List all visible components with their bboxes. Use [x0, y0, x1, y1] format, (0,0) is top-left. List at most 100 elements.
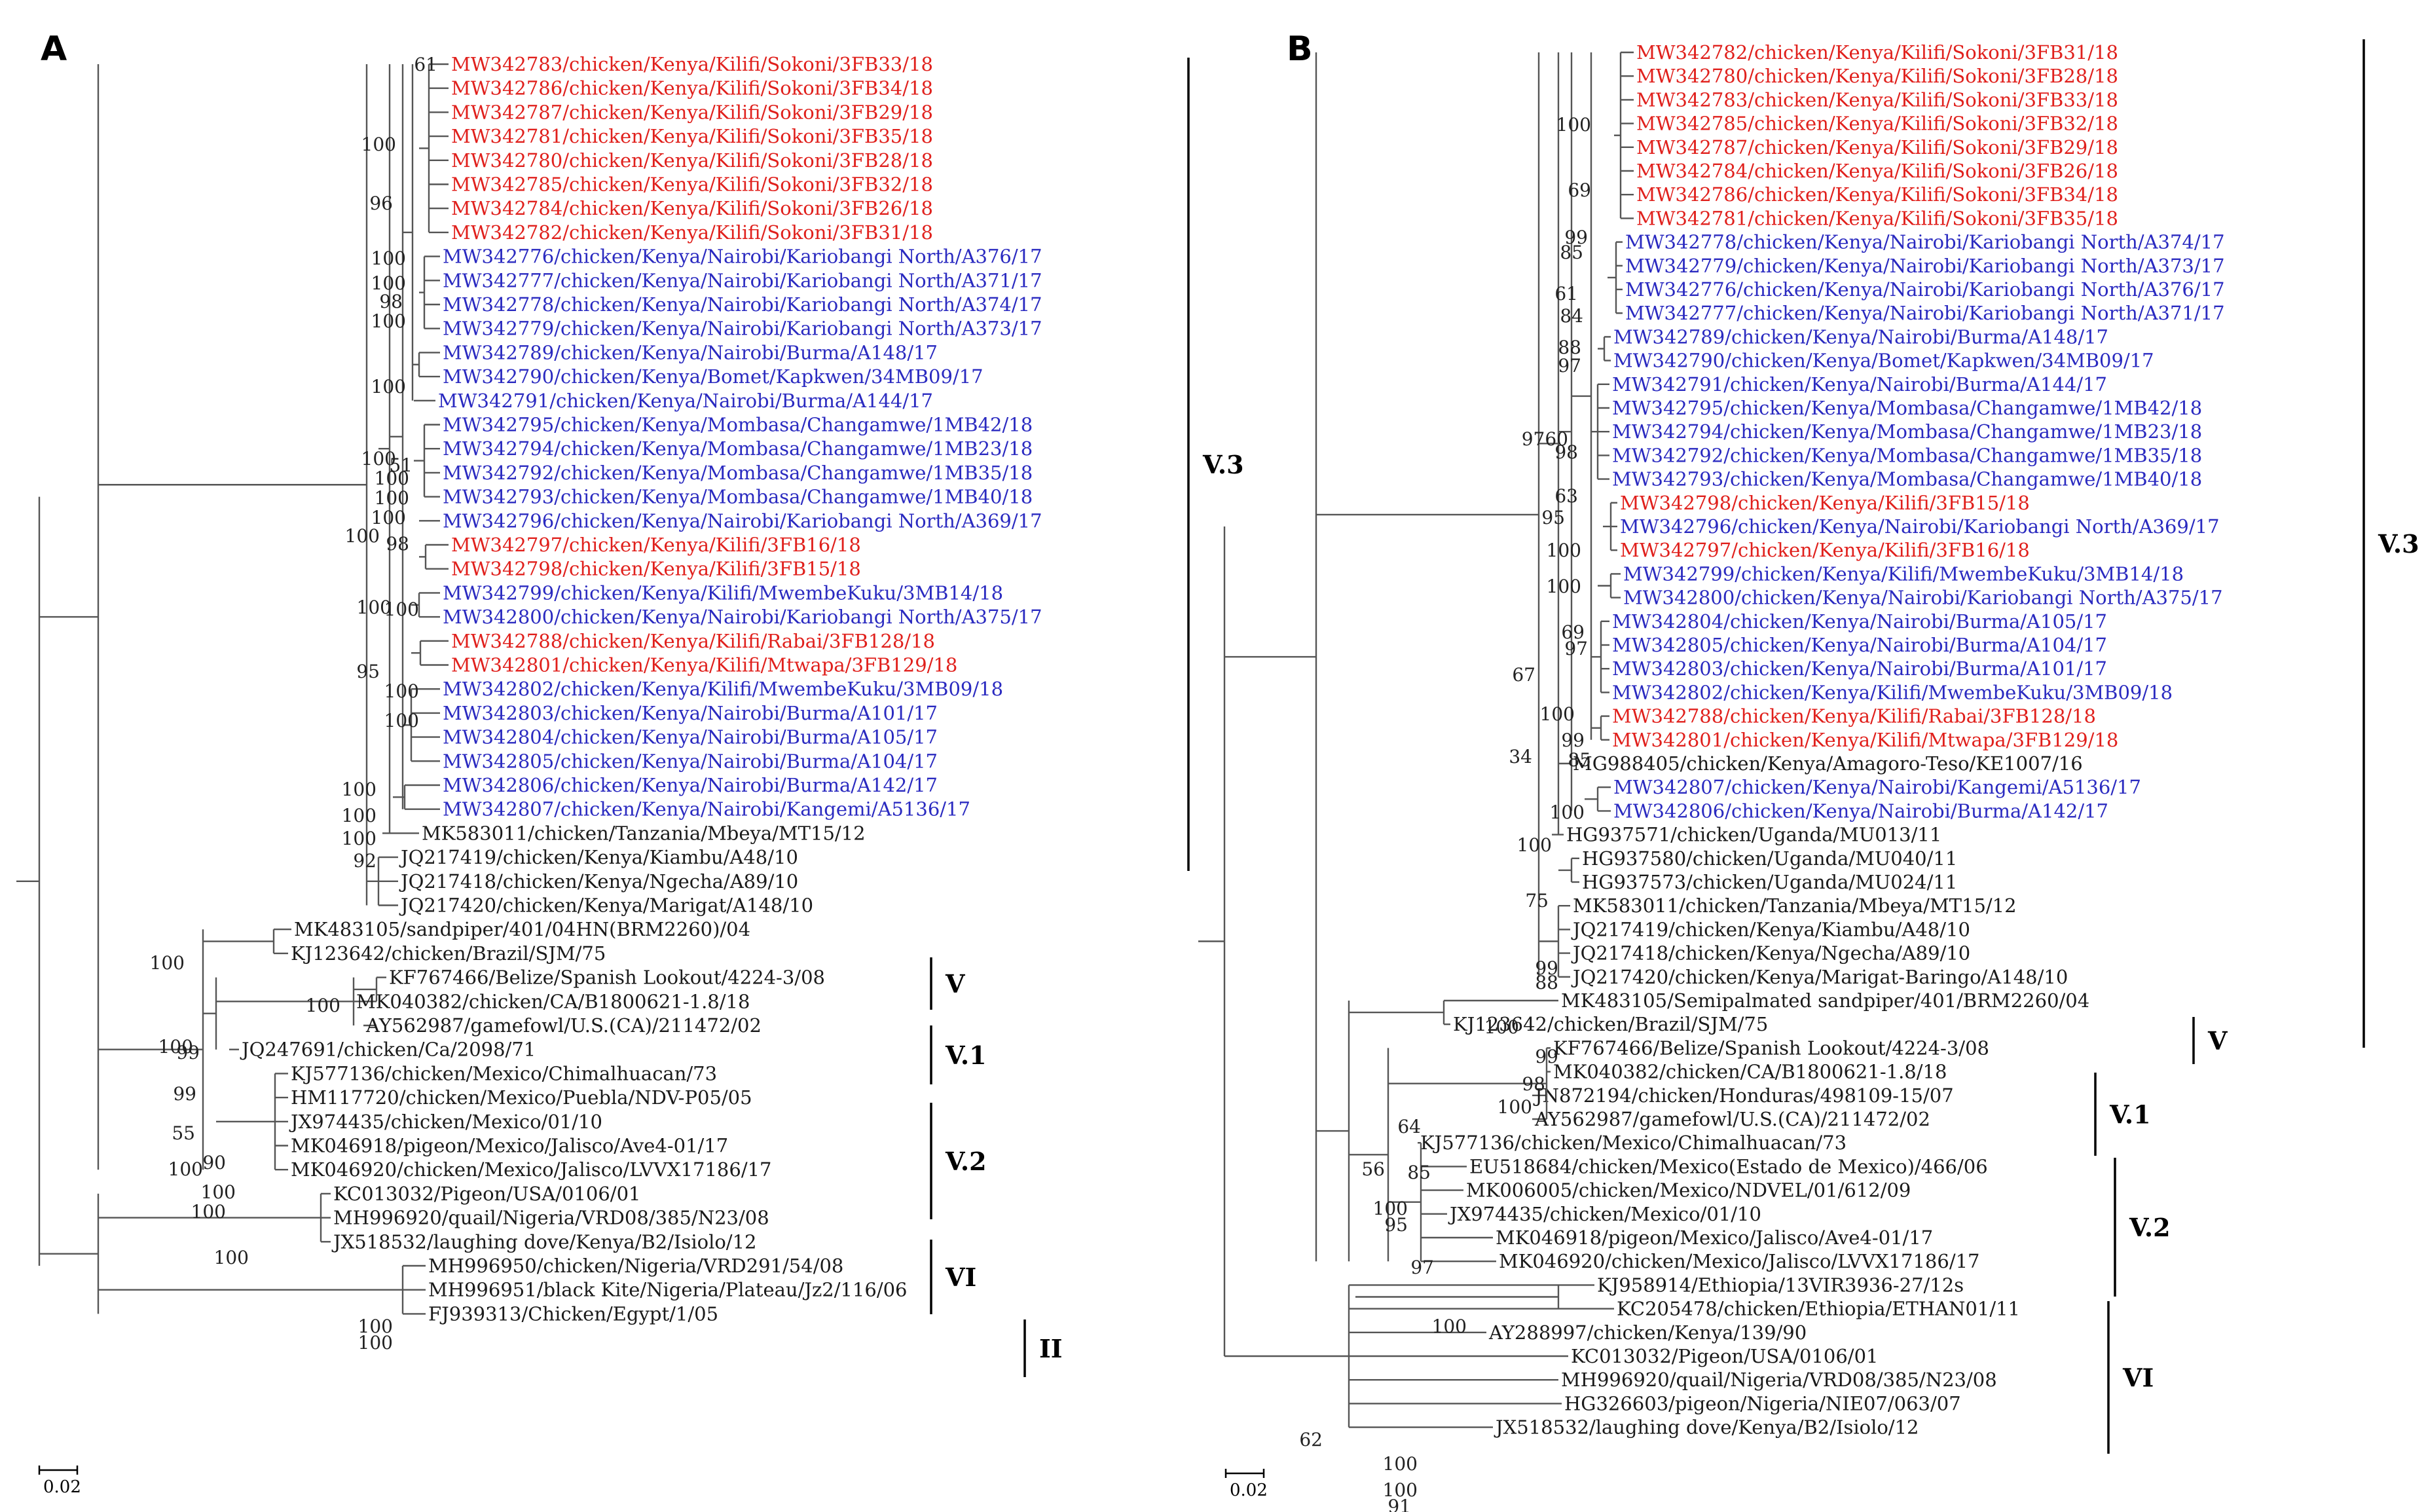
bootstrap-value: 100: [371, 376, 406, 397]
taxon-label: HG937580/chicken/Uganda/MU040/11: [1582, 847, 1957, 870]
bootstrap-value: 98: [386, 533, 409, 555]
bootstrap-value: 88: [1535, 972, 1558, 993]
bootstrap-value: 69: [1568, 179, 1591, 201]
taxon-label: KC013032/Pigeon/USA/0106/01: [1571, 1345, 1878, 1367]
clade-label: V.3: [1202, 450, 1244, 479]
taxon-label: MK583011/chicken/Tanzania/Mbeya/MT15/12: [1573, 894, 2017, 917]
bootstrap-value: 100: [214, 1247, 249, 1268]
bootstrap-value: 100: [375, 468, 409, 489]
clade-label: VI: [945, 1263, 976, 1292]
taxon-label: MW342786/chicken/Kenya/Kilifi/Sokoni/3FB…: [1636, 183, 2118, 206]
bootstrap-value: 55: [172, 1122, 195, 1144]
bootstrap-value: 56: [1361, 1158, 1385, 1180]
bootstrap-value: 100: [358, 1332, 393, 1354]
taxon-label: MW342785/chicken/Kenya/Kilifi/Sokoni/3FB…: [451, 174, 933, 196]
taxon-label: MW342784/chicken/Kenya/Kilifi/Sokoni/3FB…: [1636, 160, 2118, 182]
clade-label: II: [1039, 1334, 1063, 1363]
bootstrap-value: 97: [1558, 355, 1581, 377]
taxon-label: MW342804/chicken/Kenya/Nairobi/Burma/A10…: [1612, 610, 2107, 633]
clade-label: VI: [2122, 1363, 2154, 1393]
taxon-label: JX518532/laughing dove/Kenya/B2/Isiolo/1…: [1494, 1416, 1919, 1439]
bootstrap-value: 100: [1547, 540, 1581, 561]
taxon-label: MW342789/chicken/Kenya/Nairobi/Burma/A14…: [1613, 325, 2108, 348]
clade-label: V.1: [2109, 1100, 2151, 1130]
taxon-label: MW342796/chicken/Kenya/Nairobi/Kariobang…: [1620, 515, 2220, 538]
bootstrap-value: 99: [1535, 957, 1558, 979]
taxon-label: MW342799/chicken/Kenya/Kilifi/MwembeKuku…: [1623, 562, 2184, 585]
panel-label: A: [41, 29, 67, 69]
bootstrap-value: 64: [1397, 1116, 1421, 1137]
bootstrap-value: 69: [1561, 621, 1585, 643]
taxon-label: FJ939313/Chicken/Egypt/1/05: [428, 1302, 718, 1325]
taxon-label: MK583011/chicken/Tanzania/Mbeya/MT15/12: [422, 822, 866, 844]
taxon-label: MW342802/chicken/Kenya/Kilifi/MwembeKuku…: [1612, 681, 2173, 703]
bootstrap-value: 85: [1568, 749, 1591, 771]
taxon-label: MW342791/chicken/Kenya/Nairobi/Burma/A14…: [1612, 373, 2107, 396]
taxon-label: MK040382/chicken/CA/B1800621-1.8/18: [356, 990, 750, 1012]
taxon-label: MW342806/chicken/Kenya/Nairobi/Burma/A14…: [443, 774, 938, 796]
bootstrap-value: 98: [379, 291, 403, 312]
bootstrap-value: 97: [1410, 1257, 1434, 1278]
taxon-label: MW342788/chicken/Kenya/Kilifi/Rabai/3FB1…: [1612, 705, 2096, 728]
bootstrap-value: 100: [371, 310, 406, 332]
bootstrap-value: 95: [356, 661, 380, 682]
bootstrap-value: 91: [1388, 1496, 1411, 1512]
taxon-label: MW342800/chicken/Kenya/Nairobi/Kariobang…: [443, 606, 1042, 628]
panel-a-tree: MW342783/chicken/Kenya/Kilifi/Sokoni/3FB…: [16, 29, 1244, 1497]
taxon-label: MW342792/chicken/Kenya/Mombasa/Changamwe…: [443, 462, 1033, 484]
bootstrap-value: 100: [1383, 1453, 1418, 1475]
taxon-label: MW342782/chicken/Kenya/Kilifi/Sokoni/3FB…: [451, 221, 933, 244]
taxon-label: MW342794/chicken/Kenya/Mombasa/Changamwe…: [443, 437, 1033, 460]
scale-bar-label: 0.02: [43, 1477, 81, 1497]
taxon-label: MH996920/quail/Nigeria/VRD08/385/N23/08: [333, 1207, 769, 1229]
bootstrap-value: 75: [1525, 890, 1549, 912]
bootstrap-value: 100: [384, 599, 419, 620]
bootstrap-value: 97: [1564, 638, 1588, 659]
bootstrap-value: 100: [1556, 114, 1591, 136]
taxon-label: JQ217418/chicken/Kenya/Ngecha/A89/10: [1571, 942, 1970, 965]
taxon-label: MW342798/chicken/Kenya/Kilifi/3FB15/18: [1620, 492, 2030, 514]
clade-label: V: [945, 969, 966, 999]
taxon-label: MW342782/chicken/Kenya/Kilifi/Sokoni/3FB…: [1636, 41, 2118, 64]
taxon-label: MW342776/chicken/Kenya/Nairobi/Kariobang…: [1625, 278, 2225, 301]
bootstrap-value: 100: [371, 272, 406, 294]
bootstrap-value: 99: [1564, 227, 1588, 248]
taxon-label: MW342786/chicken/Kenya/Kilifi/Sokoni/3FB…: [451, 77, 933, 100]
taxon-label: KJ123642/chicken/Brazil/SJM/75: [1453, 1013, 1768, 1035]
bootstrap-value: 34: [1509, 746, 1532, 767]
bootstrap-value: 100: [168, 1158, 203, 1180]
bootstrap-value: 99: [1561, 729, 1585, 751]
bootstrap-value: 61: [414, 54, 437, 75]
bootstrap-value: 51: [389, 454, 413, 476]
taxon-label: JQ217418/chicken/Kenya/Ngecha/A89/10: [399, 870, 798, 893]
taxon-label: MW342778/chicken/Kenya/Nairobi/Kariobang…: [1625, 231, 2225, 253]
taxon-label: KF767466/Belize/Spanish Lookout/4224-3/0…: [1553, 1037, 1989, 1059]
taxon-label: MW342778/chicken/Kenya/Nairobi/Kariobang…: [443, 293, 1042, 316]
bootstrap-value: 61: [1554, 283, 1578, 304]
taxon-label: MW342779/chicken/Kenya/Nairobi/Kariobang…: [1625, 255, 2225, 277]
taxon-label: MK006005/chicken/Mexico/NDVEL/01/612/09: [1466, 1179, 1911, 1202]
bootstrap-value: 100: [1432, 1316, 1467, 1337]
bootstrap-value: 100: [375, 487, 409, 509]
bootstrap-value: 88: [1558, 337, 1581, 358]
bootstrap-value: 100: [384, 710, 419, 731]
taxon-label: HG326603/pigeon/Nigeria/NIE07/063/07: [1564, 1392, 1961, 1414]
bootstrap-value: 99: [176, 1042, 200, 1063]
bootstrap-value: 100: [150, 952, 185, 974]
taxon-label: MW342790/chicken/Kenya/Bomet/Kapkwen/34M…: [1613, 350, 2154, 372]
taxon-label: MW342801/chicken/Kenya/Kilifi/Mtwapa/3FB…: [451, 654, 957, 676]
bootstrap-value: 100: [1383, 1479, 1418, 1501]
bootstrap-value: 100: [361, 134, 396, 155]
taxon-label: MK046920/chicken/Mexico/Jalisco/LVVX1718…: [291, 1158, 772, 1181]
taxon-label: MW342793/chicken/Kenya/Mombasa/Changamwe…: [1612, 468, 2202, 490]
taxon-label: MW342801/chicken/Kenya/Kilifi/Mtwapa/3FB…: [1612, 729, 2118, 751]
taxon-label: JX974435/chicken/Mexico/01/10: [289, 1111, 602, 1133]
taxon-label: MW342783/chicken/Kenya/Kilifi/Sokoni/3FB…: [451, 53, 933, 75]
bootstrap-value: 100: [191, 1201, 226, 1223]
taxon-label: MW342795/chicken/Kenya/Mombasa/Changamwe…: [443, 414, 1033, 436]
taxon-label: JQ217419/chicken/Kenya/Kiambu/A48/10: [1571, 918, 1970, 940]
taxon-label: MW342798/chicken/Kenya/Kilifi/3FB15/18: [451, 558, 861, 580]
bootstrap-value: 100: [306, 995, 340, 1016]
taxon-label: MW342776/chicken/Kenya/Nairobi/Kariobang…: [443, 246, 1042, 268]
bootstrap-value: 100: [1373, 1198, 1408, 1219]
